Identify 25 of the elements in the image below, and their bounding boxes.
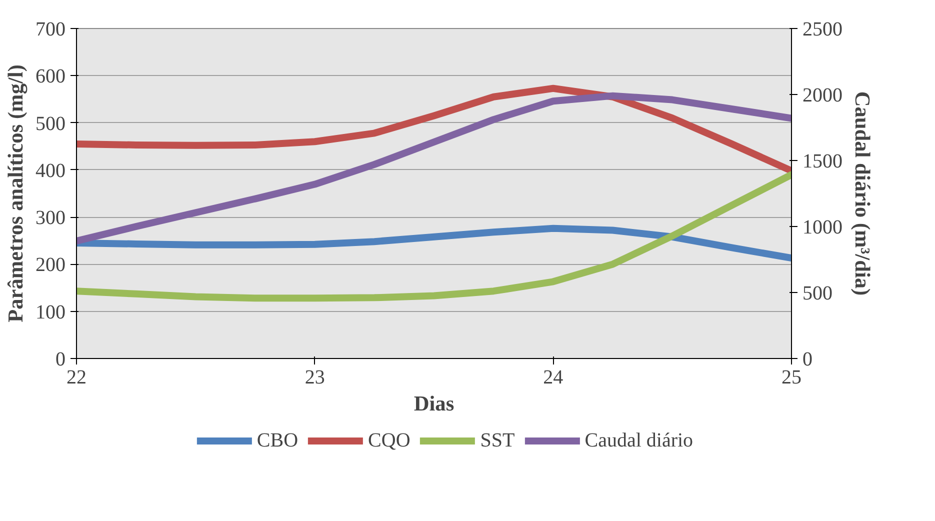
y-tick-label: 600 [36,66,66,88]
x-axis-title: Dias [414,392,454,416]
legend-label: CQO [368,429,410,452]
y-tick-label: 300 [36,207,66,230]
y-axis-title: Parâmetros analíticos (mg/l) [4,64,28,322]
x-tick-label: 22 [66,366,86,388]
y2-axis-title: Caudal diário (m³/dia) [850,91,874,296]
y2-tick-label: 500 [802,282,832,304]
y-tick-label: 200 [36,254,66,276]
y2-tick-label: 2000 [802,84,842,106]
y2-tick-label: 1000 [802,216,842,238]
y-tick-label: 400 [36,160,66,182]
y-tick-label: 0 [56,348,66,370]
y2-tick-label: 2500 [802,18,842,40]
y-tick-label: 500 [36,112,66,135]
legend-label: Caudal diário [584,429,694,452]
y2-tick-label: 1500 [802,150,842,172]
x-tick-label: 23 [304,366,325,388]
y-tick-label: 100 [36,301,66,324]
y2-tick-label: 0 [802,348,812,370]
legend-label: CBO [256,429,298,452]
x-tick-label: 25 [782,366,802,388]
x-tick-label: 24 [543,366,564,388]
legend-label: SST [480,429,515,452]
y-tick-label: 700 [36,18,66,40]
